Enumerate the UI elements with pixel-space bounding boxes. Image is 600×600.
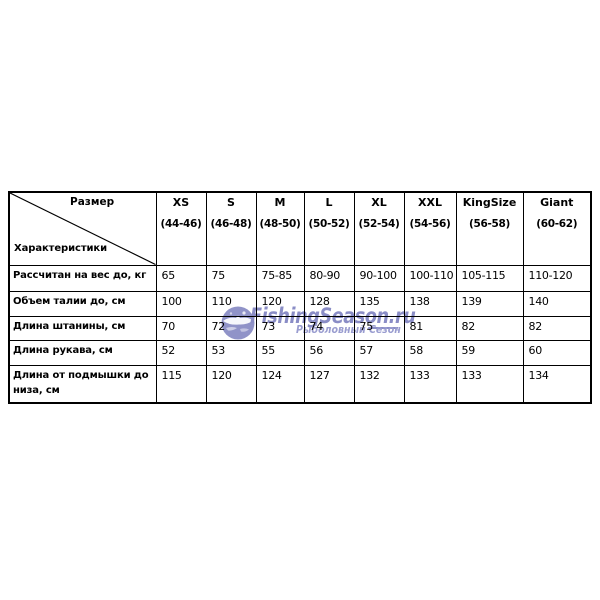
column-header-xs: XS (44-46): [155, 191, 207, 266]
cell-value: 133: [403, 364, 457, 404]
corner-cell: Размер Характеристики: [8, 191, 157, 266]
cell-value: 115: [155, 364, 207, 404]
column-header-giant: Giant (60-62): [522, 191, 592, 266]
cell-value: 60: [522, 339, 592, 366]
cell-value: 127: [303, 364, 355, 404]
corner-size-label: Размер: [70, 196, 115, 208]
cell-value: 59: [455, 339, 524, 366]
size-name: M: [274, 196, 286, 209]
cell-value: 75-85: [255, 264, 305, 292]
cell-value: 82: [522, 315, 592, 341]
cell-value: 110: [205, 290, 257, 317]
cell-value: 55: [255, 339, 305, 366]
cell-value: 120: [205, 364, 257, 404]
size-name: XS: [172, 196, 190, 209]
size-range: (46-48): [210, 218, 252, 230]
cell-value: 133: [455, 364, 524, 404]
table-row-sleeve-length: Длина рукава, см 52 53 55 56 57 58 59 60: [8, 339, 592, 366]
cell-value: 124: [255, 364, 305, 404]
table-header-row: Размер Характеристики XS (44-46) S (46-4…: [8, 191, 592, 266]
cell-value: 120: [255, 290, 305, 317]
row-label: Объем талии до, см: [8, 290, 157, 317]
column-header-s: S (46-48): [205, 191, 257, 266]
cell-value: 139: [455, 290, 524, 317]
cell-value: 134: [522, 364, 592, 404]
size-range: (56-58): [468, 218, 511, 230]
table-row-weight: Рассчитан на вес до, кг 65 75 75-85 80-9…: [8, 264, 592, 292]
cell-value: 100: [155, 290, 207, 317]
cell-value: 135: [353, 290, 405, 317]
cell-value: 58: [403, 339, 457, 366]
column-header-xxl: XXL (54-56): [403, 191, 457, 266]
size-range: (54-56): [409, 218, 451, 230]
size-name: Giant: [540, 196, 574, 209]
row-label: Длина от подмышки до низа, см: [8, 364, 157, 404]
size-chart-table: Размер Характеристики XS (44-46) S (46-4…: [8, 191, 592, 404]
cell-value: 56: [303, 339, 355, 366]
table-row-leg-length: Длина штанины, см 70 72 73 74 75 81 82 8…: [8, 315, 592, 341]
size-range: (52-54): [358, 218, 400, 230]
column-header-xl: XL (52-54): [353, 191, 405, 266]
cell-value: 105-115: [455, 264, 524, 292]
column-header-kingsize: KingSize (56-58): [455, 191, 524, 266]
row-label: Рассчитан на вес до, кг: [8, 264, 157, 292]
size-name: L: [325, 196, 333, 209]
size-range: (48-50): [259, 218, 301, 230]
size-range: (50-52): [308, 218, 350, 230]
corner-characteristics-label: Характеристики: [14, 242, 108, 254]
cell-value: 100-110: [403, 264, 457, 292]
cell-value: 81: [403, 315, 457, 341]
cell-value: 52: [155, 339, 207, 366]
cell-value: 138: [403, 290, 457, 317]
corner-diagonal-line: [10, 193, 155, 264]
size-range: (44-46): [160, 218, 202, 230]
size-name: XL: [371, 196, 387, 209]
cell-value: 74: [303, 315, 355, 341]
table-row-waist: Объем талии до, см 100 110 120 128 135 1…: [8, 290, 592, 317]
size-name: KingSize: [462, 196, 517, 209]
cell-value: 70: [155, 315, 207, 341]
cell-value: 53: [205, 339, 257, 366]
row-label: Длина рукава, см: [8, 339, 157, 366]
column-header-l: L (50-52): [303, 191, 355, 266]
column-header-m: M (48-50): [255, 191, 305, 266]
table-row-armpit-length: Длина от подмышки до низа, см 115 120 12…: [8, 364, 592, 404]
row-label: Длина штанины, см: [8, 315, 157, 341]
cell-value: 90-100: [353, 264, 405, 292]
cell-value: 132: [353, 364, 405, 404]
cell-value: 110-120: [522, 264, 592, 292]
size-name: S: [227, 196, 235, 209]
cell-value: 82: [455, 315, 524, 341]
cell-value: 57: [353, 339, 405, 366]
cell-value: 72: [205, 315, 257, 341]
cell-value: 128: [303, 290, 355, 317]
cell-value: 65: [155, 264, 207, 292]
cell-value: 140: [522, 290, 592, 317]
cell-value: 75: [353, 315, 405, 341]
cell-value: 73: [255, 315, 305, 341]
size-name: XXL: [418, 196, 442, 209]
cell-value: 75: [205, 264, 257, 292]
cell-value: 80-90: [303, 264, 355, 292]
size-range: (60-62): [536, 218, 578, 230]
